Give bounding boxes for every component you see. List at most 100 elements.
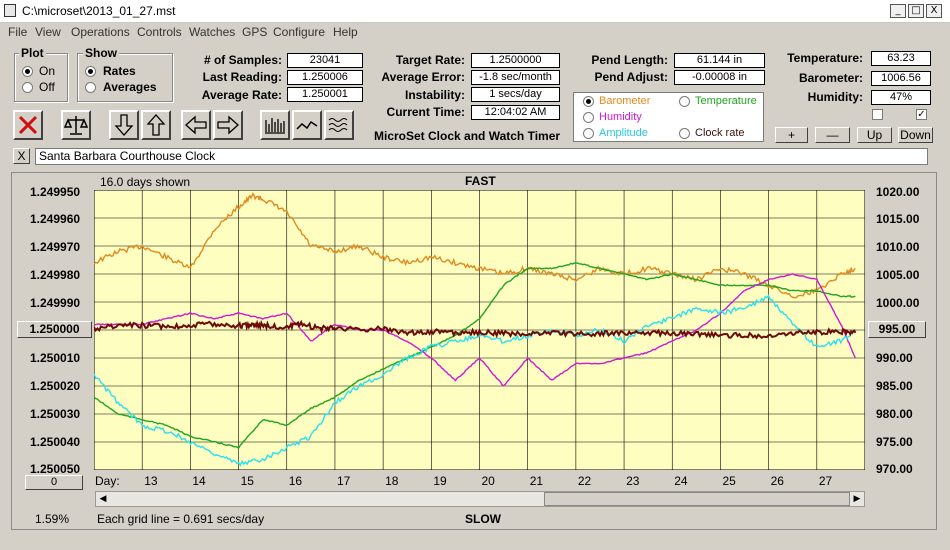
right-tick-label: 975.00 bbox=[876, 435, 913, 449]
instability-label: Instability: bbox=[404, 88, 465, 102]
line-view-button[interactable] bbox=[292, 110, 322, 140]
show-averages-label: Averages bbox=[103, 80, 157, 94]
humidity-field-label: Humidity: bbox=[807, 90, 863, 104]
arrow-down-button[interactable] bbox=[109, 110, 139, 140]
down-button[interactable]: Down bbox=[898, 127, 933, 143]
right-tick-label: 1015.00 bbox=[876, 212, 920, 226]
plot-off-radio[interactable] bbox=[22, 82, 33, 93]
show-averages-radio[interactable] bbox=[85, 82, 96, 93]
line-graph-icon bbox=[296, 120, 318, 130]
fast-label: FAST bbox=[465, 174, 496, 188]
amplitude-radio[interactable] bbox=[583, 128, 594, 139]
average-rate-label: Average Rate: bbox=[201, 88, 282, 102]
plus-button[interactable]: + bbox=[775, 127, 808, 143]
bars-view-button[interactable] bbox=[260, 110, 290, 140]
close-button[interactable]: X bbox=[926, 4, 942, 18]
plot-on-radio[interactable] bbox=[22, 66, 33, 77]
day-tick-label: 22 bbox=[577, 474, 592, 488]
plot-off-label: Off bbox=[39, 80, 55, 94]
average-error-value: -1.8 sec/month bbox=[471, 70, 560, 85]
horizontal-scrollbar[interactable]: ◀ ▶ bbox=[95, 491, 865, 507]
arrow-left-button[interactable] bbox=[181, 110, 211, 140]
days-shown-label: 16.0 days shown bbox=[100, 175, 191, 189]
menu-controls[interactable]: Controls bbox=[137, 25, 182, 39]
series-rate-line bbox=[94, 319, 857, 340]
wave-view-button[interactable] bbox=[324, 110, 354, 140]
right-tick-label: 1005.00 bbox=[876, 268, 920, 282]
center-right-button[interactable]: 995.00 bbox=[868, 321, 926, 338]
series-selector bbox=[573, 92, 764, 142]
left-tick-label: 1.249970 bbox=[30, 240, 81, 254]
instability-value: 1 secs/day bbox=[471, 87, 560, 102]
pend-adjust-label: Pend Adjust: bbox=[594, 70, 668, 84]
day-tick-label: 23 bbox=[626, 474, 640, 488]
left-tick-label: 1.249990 bbox=[30, 296, 81, 310]
menu-view[interactable]: View bbox=[35, 25, 61, 39]
show-rates-radio[interactable] bbox=[85, 66, 96, 77]
center-rate-button[interactable]: 1.250000 bbox=[17, 321, 92, 338]
left-tick-label: 1.250040 bbox=[30, 435, 81, 449]
right-tick-label: 985.00 bbox=[876, 379, 913, 393]
day-tick-label: 24 bbox=[674, 474, 688, 488]
day-tick-label: 17 bbox=[336, 474, 351, 488]
day-tick-label: 13 bbox=[144, 474, 158, 488]
day-tick-label: 14 bbox=[192, 474, 206, 488]
scroll-left-arrow-icon[interactable]: ◀ bbox=[99, 494, 107, 504]
arrow-down-icon bbox=[114, 114, 134, 136]
show-rates-label: Rates bbox=[103, 64, 136, 78]
clock-name-field[interactable]: Santa Barbara Courthouse Clock bbox=[35, 148, 928, 165]
arrow-right-icon bbox=[217, 115, 239, 135]
day-tick-label: 16 bbox=[288, 474, 303, 488]
menu-file[interactable]: File bbox=[8, 25, 28, 39]
day-tick-label: 18 bbox=[385, 474, 399, 488]
checkbox-2-checked[interactable]: ✓ bbox=[916, 109, 927, 120]
up-button[interactable]: Up bbox=[857, 127, 892, 143]
offset-zero-button[interactable]: 0 bbox=[25, 475, 83, 490]
arrow-left-icon bbox=[185, 115, 207, 135]
right-tick-label: 1000.00 bbox=[876, 296, 920, 310]
day-tick-label: 19 bbox=[433, 474, 447, 488]
series-amplitude-line bbox=[94, 294, 856, 467]
stop-button[interactable] bbox=[13, 110, 43, 140]
temperature-radio[interactable] bbox=[679, 96, 690, 107]
menu-operations[interactable]: Operations bbox=[71, 25, 130, 39]
left-tick-label: 1.249960 bbox=[30, 212, 81, 226]
samples-label: # of Samples: bbox=[203, 53, 282, 67]
clear-name-button[interactable]: X bbox=[13, 148, 30, 164]
pend-length-value[interactable]: 61.144 in bbox=[674, 53, 765, 68]
menu-watches[interactable]: Watches bbox=[189, 25, 236, 39]
target-rate-value[interactable]: 1.2500000 bbox=[471, 53, 560, 68]
arrow-right-button[interactable] bbox=[213, 110, 243, 140]
menu-gps[interactable]: GPS bbox=[242, 25, 268, 39]
average-rate-value: 1.250001 bbox=[287, 87, 363, 102]
right-tick-label: 1020.00 bbox=[876, 185, 920, 199]
balance-button[interactable] bbox=[61, 110, 91, 140]
minus-button[interactable]: — bbox=[815, 127, 850, 143]
left-tick-label: 1.250050 bbox=[30, 462, 81, 476]
humidity-radio[interactable] bbox=[583, 112, 594, 123]
left-tick-label: 1.249950 bbox=[30, 185, 81, 199]
right-tick-label: 980.00 bbox=[876, 407, 913, 421]
target-rate-label: Target Rate: bbox=[395, 53, 465, 67]
left-tick-label: 1.249980 bbox=[30, 268, 81, 282]
day-tick-label: 15 bbox=[240, 474, 254, 488]
checkbox-1[interactable] bbox=[872, 109, 883, 120]
app-icon bbox=[4, 4, 16, 17]
day-tick-label: 20 bbox=[481, 474, 495, 488]
menu-configure[interactable]: Configure bbox=[273, 25, 326, 39]
clock-rate-radio[interactable] bbox=[679, 128, 690, 139]
scrollbar-thumb[interactable] bbox=[544, 492, 850, 506]
barometer-field-label: Barometer: bbox=[798, 71, 863, 85]
temperature-value: 63.23 bbox=[871, 51, 931, 66]
humidity-label: Humidity bbox=[599, 111, 642, 123]
show-group bbox=[77, 53, 173, 102]
scroll-right-arrow-icon[interactable]: ▶ bbox=[853, 494, 861, 504]
left-tick-label: 1.250030 bbox=[30, 407, 81, 421]
maximize-button[interactable]: □ bbox=[908, 4, 924, 18]
menu-help[interactable]: Help bbox=[333, 25, 358, 39]
minimize-button[interactable]: _ bbox=[890, 4, 906, 18]
arrow-up-button[interactable] bbox=[141, 110, 171, 140]
plot-group-title: Plot bbox=[19, 46, 46, 60]
barometer-radio[interactable] bbox=[583, 96, 594, 107]
series-humidity-line bbox=[94, 273, 857, 387]
